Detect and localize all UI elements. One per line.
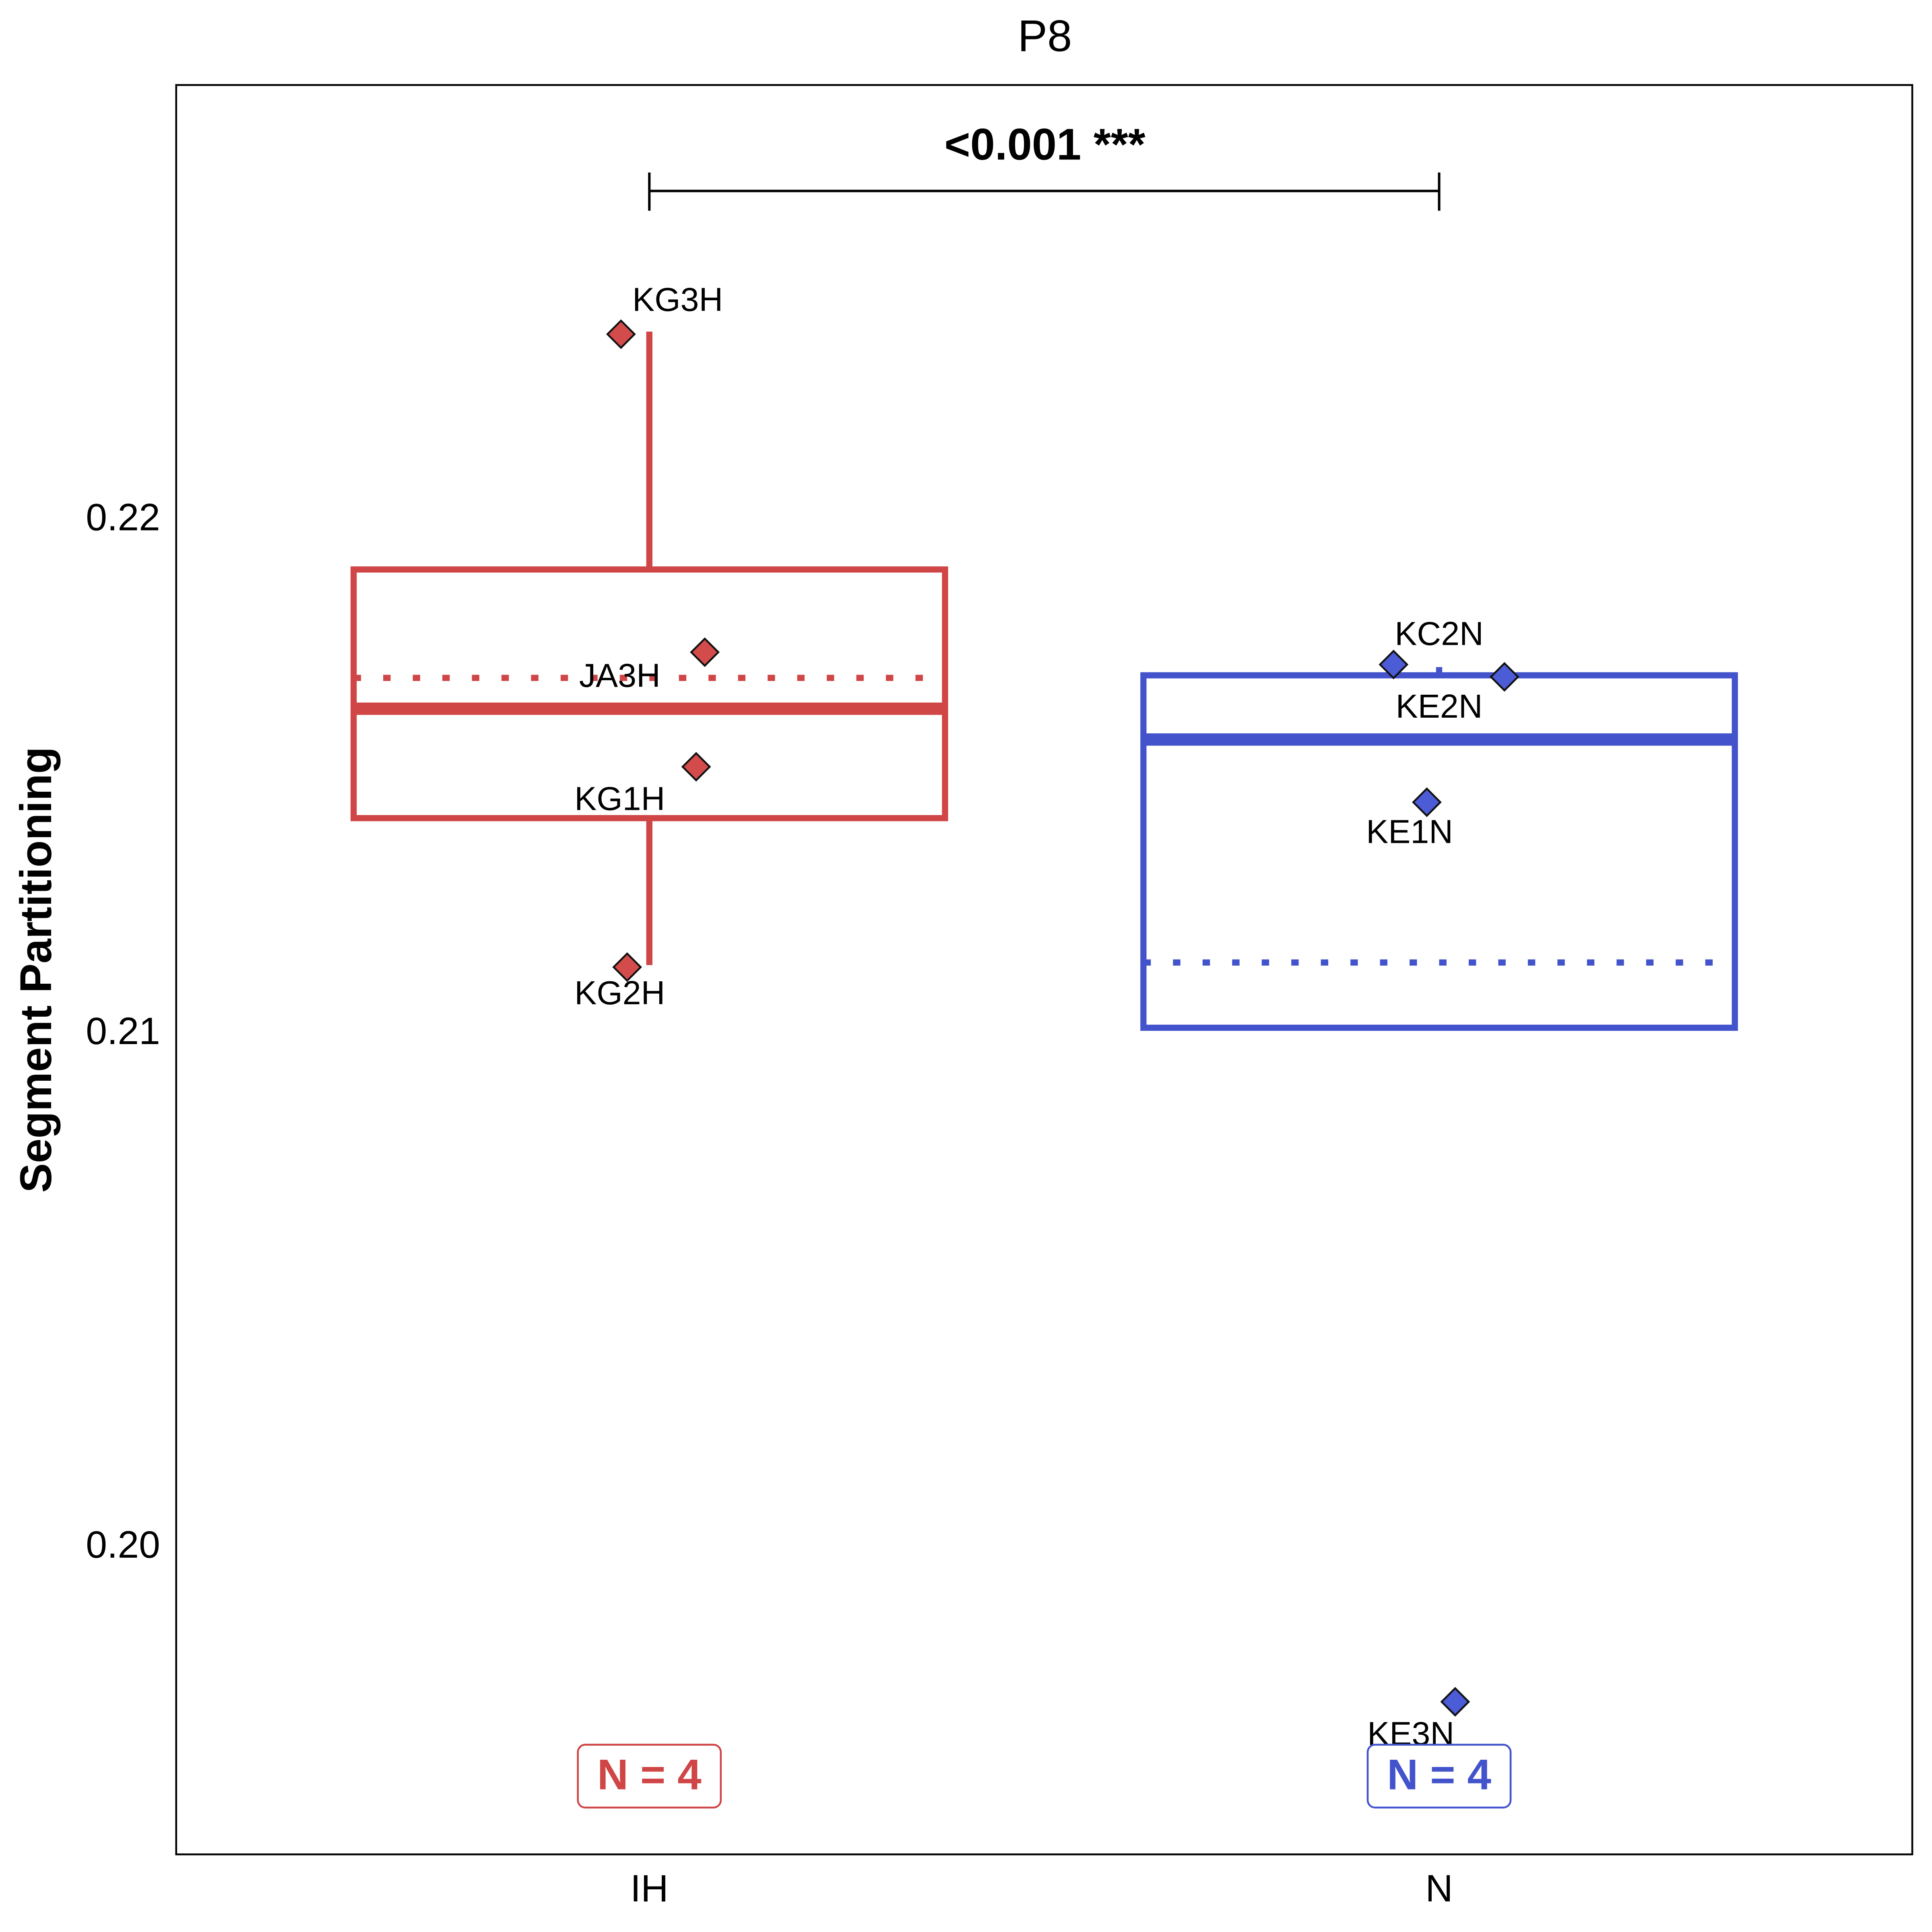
point-label: KG1H [574, 780, 665, 817]
box [1140, 672, 1738, 1031]
box [350, 566, 948, 822]
data-point [1379, 650, 1409, 679]
data-point [1489, 662, 1519, 692]
point-label: KG2H [574, 974, 665, 1011]
point-label: KG3H [632, 281, 723, 318]
plot-frame [175, 84, 1913, 1856]
y-tick-label: 0.22 [86, 496, 160, 539]
data-point [1440, 1687, 1470, 1717]
n-label-box [577, 1744, 722, 1809]
data-point [1412, 787, 1442, 817]
point-label: KE2N [1396, 687, 1483, 725]
point-label: JA3H [579, 656, 661, 694]
data-point [606, 319, 636, 349]
data-point [612, 952, 642, 982]
data-point [690, 637, 720, 667]
point-label: KC2N [1395, 615, 1483, 652]
x-tick-label: IH [630, 1867, 669, 1910]
y-tick-label: 0.20 [86, 1523, 160, 1566]
data-point [681, 752, 711, 782]
n-label: N = 4 [1387, 1750, 1491, 1799]
chart-title: P8 [1018, 11, 1072, 61]
y-axis-label: Segment Partitioning [11, 747, 61, 1193]
n-label-box [1366, 1744, 1512, 1809]
significance-label: <0.001 *** [944, 120, 1145, 169]
point-label: KE1N [1366, 813, 1453, 850]
x-tick-label: N [1425, 1867, 1453, 1910]
n-label: N = 4 [597, 1750, 702, 1799]
y-tick-label: 0.21 [86, 1010, 160, 1053]
